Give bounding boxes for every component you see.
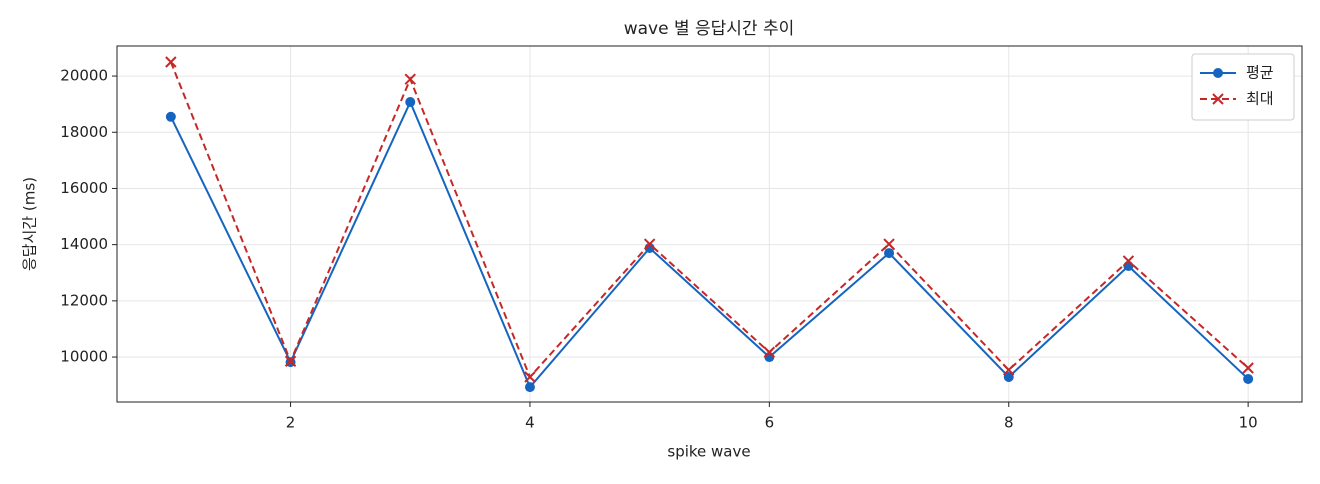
chart-title: wave 별 응답시간 추이 — [624, 19, 795, 39]
legend-label: 평균 — [1246, 64, 1274, 82]
y-tick-label: 20000 — [60, 67, 108, 85]
plot-frame — [116, 45, 1303, 403]
x-tick-label: 10 — [1239, 414, 1258, 432]
series-line — [169, 61, 1249, 379]
marker — [404, 73, 416, 85]
marker — [1123, 261, 1134, 272]
marker — [1122, 255, 1135, 267]
marker — [1243, 373, 1254, 384]
marker — [763, 346, 776, 358]
y-tick-label: 14000 — [60, 235, 108, 253]
y-tick-label: 18000 — [60, 123, 108, 141]
marker — [165, 111, 176, 122]
y-axis-label: 응답시간 (ms) — [21, 177, 39, 271]
y-tick-label: 12000 — [60, 291, 108, 309]
marker — [1003, 364, 1015, 376]
series-line — [169, 99, 1249, 389]
y-tick-label: 10000 — [60, 348, 108, 366]
x-axis-label: spike wave — [667, 443, 750, 461]
marker — [1212, 93, 1224, 105]
marker — [1242, 362, 1254, 374]
x-tick-label: 8 — [1004, 414, 1014, 432]
x-tick-label: 4 — [525, 414, 535, 432]
marker — [884, 248, 895, 259]
marker — [524, 382, 535, 393]
marker — [405, 97, 416, 108]
legend-box — [1191, 53, 1295, 121]
marker — [165, 56, 177, 68]
legend-label: 최대 — [1246, 90, 1274, 108]
marker — [1003, 371, 1014, 382]
x-tick-label: 6 — [765, 414, 775, 432]
marker — [883, 238, 895, 250]
marker — [1213, 68, 1223, 78]
marker — [643, 238, 656, 250]
marker — [284, 355, 297, 367]
marker — [524, 371, 536, 383]
y-tick-label: 16000 — [60, 179, 108, 197]
x-tick-label: 2 — [286, 414, 296, 432]
